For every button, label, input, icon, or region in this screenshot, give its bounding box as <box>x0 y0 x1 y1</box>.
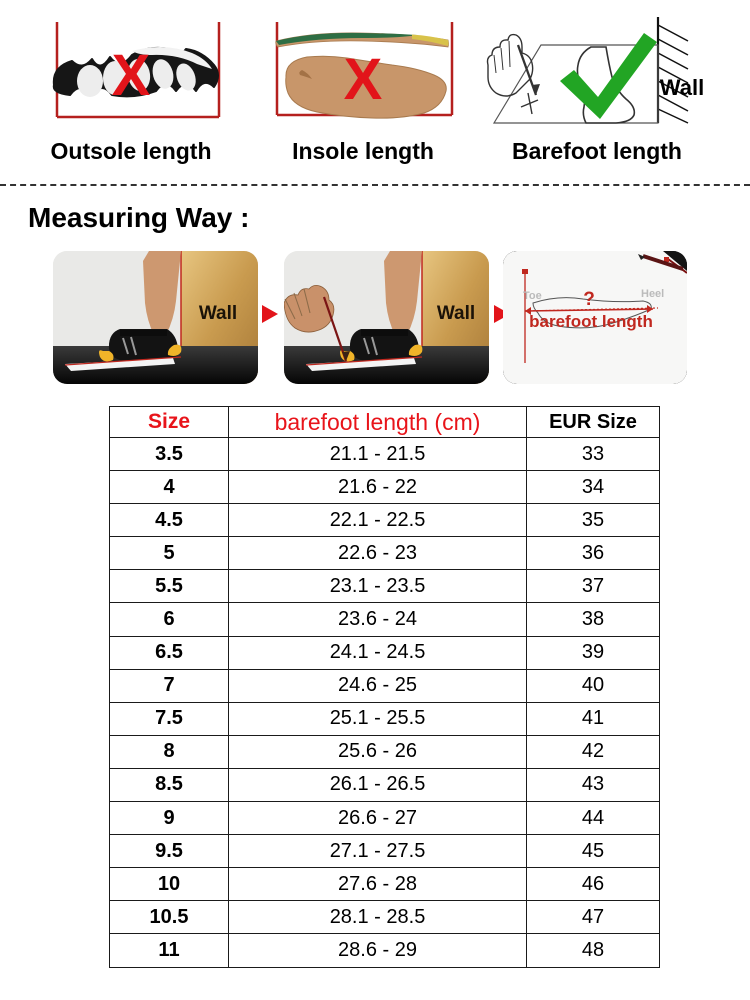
svg-text:barefoot length: barefoot length <box>529 312 653 331</box>
svg-text:X: X <box>112 43 151 108</box>
svg-text:Wall: Wall <box>660 75 704 100</box>
svg-text:?: ? <box>583 289 595 310</box>
svg-text:X: X <box>344 47 383 112</box>
svg-text:Wall: Wall <box>199 303 237 324</box>
svg-text:Wall: Wall <box>437 303 475 324</box>
svg-text:Heel: Heel <box>641 288 664 300</box>
svg-text:Toe: Toe <box>523 290 542 302</box>
